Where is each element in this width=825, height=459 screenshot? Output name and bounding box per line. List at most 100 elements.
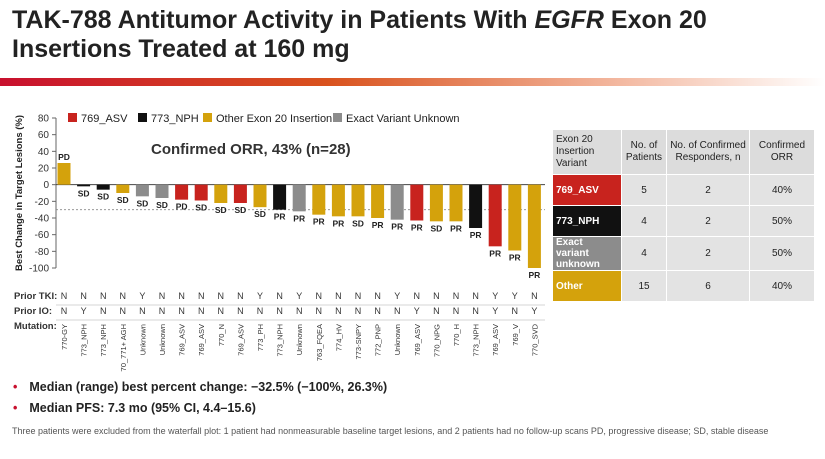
bar <box>253 184 267 208</box>
y-tick-label: -60 <box>35 230 50 241</box>
y-tick-label: 20 <box>38 164 50 175</box>
waterfall-chart: Best Change in Target Lesions (%) 80 60 40 2… <box>14 113 545 372</box>
io-value: N <box>355 306 362 316</box>
io-value: N <box>100 306 107 316</box>
mutation-tick-label: Unknown <box>295 324 304 355</box>
bar <box>155 184 169 198</box>
mutation-tick-label: 773_NPH <box>80 324 89 357</box>
response-label: SD <box>117 195 129 205</box>
tki-value: N <box>237 291 244 301</box>
mutation-tick-label: 773_NPH <box>99 324 108 357</box>
response-label: PR <box>332 218 344 228</box>
bar <box>449 184 463 222</box>
io-value: Y <box>81 306 87 316</box>
bar <box>116 184 130 193</box>
patients-cell: 4 <box>621 236 667 271</box>
header-variant: Exon 20 Insertion Variant <box>552 129 622 175</box>
responders-cell: 6 <box>666 270 750 302</box>
bullet-median-pfs: • Median PFS: 7.3 mo (95% CI, 4.4–15.6) <box>13 401 256 415</box>
orr-cell: 40% <box>749 174 815 206</box>
response-label: SD <box>254 209 266 219</box>
bar <box>135 184 149 197</box>
variant-cell: Exact variant unknown <box>552 236 622 271</box>
io-value: N <box>433 306 440 316</box>
responders-cell: 2 <box>666 205 750 237</box>
legend-swatch <box>138 113 147 122</box>
response-label: PR <box>274 212 286 222</box>
response-label: PR <box>411 223 423 233</box>
patients-cell: 5 <box>621 174 667 206</box>
legend-swatch <box>333 113 342 122</box>
bar <box>233 184 247 203</box>
response-label: PR <box>450 223 462 233</box>
header-orr: Confirmed ORR <box>749 129 815 175</box>
io-value: N <box>453 306 460 316</box>
orr-table-row: Other 15 6 40% <box>552 270 815 302</box>
tki-value: N <box>374 291 381 301</box>
bar <box>351 184 365 217</box>
tki-value: N <box>159 291 166 301</box>
tki-value: N <box>61 291 68 301</box>
tki-value: Y <box>296 291 302 301</box>
bullet-median-change: • Median (range) best percent change: −32… <box>13 380 388 394</box>
response-label: SD <box>136 198 148 208</box>
orr-table-row: 773_NPH 4 2 50% <box>552 205 815 237</box>
bar <box>371 184 385 218</box>
bar <box>527 184 541 268</box>
bullet-icon: • <box>13 380 18 394</box>
orr-table-header: Exon 20 Insertion Variant No. of Patient… <box>552 129 815 175</box>
variant-cell: Other <box>552 270 622 302</box>
io-value: N <box>394 306 401 316</box>
y-tick-label: -20 <box>35 197 50 208</box>
tki-value: N <box>453 291 460 301</box>
io-value: N <box>374 306 381 316</box>
orr-table-row: Exact variant unknown 4 2 50% <box>552 236 815 271</box>
io-value: N <box>120 306 127 316</box>
title-gene-italic: EGFR <box>534 6 604 34</box>
bar <box>410 184 424 221</box>
response-label: SD <box>215 205 227 215</box>
bar <box>57 163 71 185</box>
bar <box>273 184 287 210</box>
mutation-tick-label: 773-SNPY <box>354 324 363 359</box>
bar <box>175 184 189 200</box>
tki-value: N <box>531 291 538 301</box>
mutation-tick-label: 763_FQEA <box>315 324 324 361</box>
tki-value: N <box>120 291 127 301</box>
orr-cell: 50% <box>749 236 815 271</box>
responders-cell: 2 <box>666 236 750 271</box>
mutation-tick-label: 770_N <box>217 324 226 346</box>
tki-value: Y <box>492 291 498 301</box>
title-divider <box>0 78 825 86</box>
tki-value: N <box>335 291 342 301</box>
response-label: SD <box>430 223 442 233</box>
bar <box>312 184 326 215</box>
response-label: PD <box>176 202 188 212</box>
responders-cell: 2 <box>666 174 750 206</box>
response-label: SD <box>352 218 364 228</box>
tki-value: N <box>178 291 185 301</box>
bar <box>292 184 306 212</box>
io-value: N <box>237 306 244 316</box>
response-label: PR <box>470 230 482 240</box>
response-label: PR <box>372 220 384 230</box>
mutation-tick-label: 769_V <box>511 324 520 346</box>
bar <box>390 184 404 220</box>
y-axis-label: Best Change in Target Lesions (%) <box>14 115 25 271</box>
mutation-tick-label: 769_ASV <box>197 324 206 356</box>
io-value: N <box>198 306 205 316</box>
mutation-tick-label: Unknown <box>393 324 402 355</box>
mutation-tick-label: 774_HV <box>334 324 343 351</box>
mutation-tick-label: Unknown <box>158 324 167 355</box>
y-tick-label: 40 <box>38 147 50 158</box>
io-value: N <box>61 306 68 316</box>
y-tick-label: -40 <box>35 214 50 225</box>
io-value: Y <box>492 306 498 316</box>
tki-value: N <box>414 291 421 301</box>
response-label: PR <box>489 248 501 258</box>
bar <box>194 184 208 201</box>
tki-value: N <box>80 291 87 301</box>
mutation-tick-label: 769_ASV <box>413 324 422 356</box>
io-value: N <box>296 306 303 316</box>
io-value: N <box>159 306 166 316</box>
